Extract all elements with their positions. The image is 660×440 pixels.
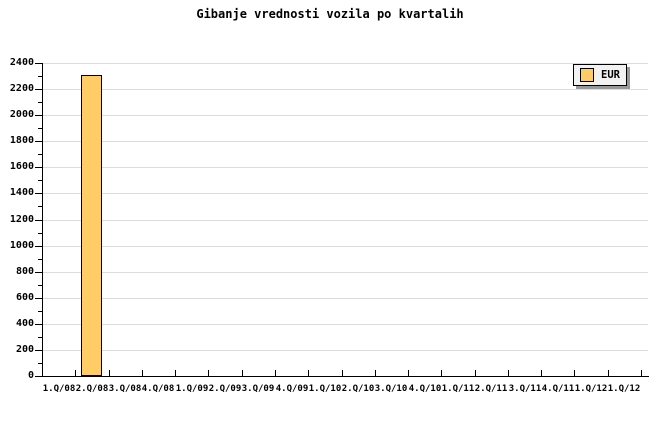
x-tick-label: 4.Q/08	[141, 384, 175, 394]
x-tick	[541, 370, 542, 376]
gridline	[43, 63, 648, 64]
y-minor-tick	[38, 180, 42, 181]
x-tick	[75, 370, 76, 376]
x-tick	[208, 370, 209, 376]
y-minor-tick	[38, 76, 42, 77]
plot-area	[42, 63, 649, 377]
y-tick	[35, 167, 42, 168]
y-tick	[35, 63, 42, 64]
x-tick-label: 2.Q/08	[75, 384, 109, 394]
y-tick	[35, 115, 42, 116]
x-tick	[441, 370, 442, 376]
gridline	[43, 350, 648, 351]
gridline	[43, 272, 648, 273]
x-tick	[508, 370, 509, 376]
y-tick-label: 2200	[9, 83, 34, 94]
y-tick	[35, 298, 42, 299]
x-tick	[308, 370, 309, 376]
x-tick-label: 3.Q/08	[108, 384, 142, 394]
x-tick	[375, 370, 376, 376]
x-tick-label: 1.Q/12	[607, 384, 641, 394]
legend-swatch-icon	[580, 68, 594, 82]
y-tick	[35, 376, 42, 377]
y-tick-label: 1800	[9, 135, 34, 146]
y-minor-tick	[38, 206, 42, 207]
y-tick	[35, 350, 42, 351]
gridline	[43, 246, 648, 247]
x-tick-label: 2.Q/10	[341, 384, 375, 394]
y-tick-label: 200	[15, 344, 34, 355]
x-tick-label: 4.Q/10	[408, 384, 442, 394]
y-minor-tick	[38, 154, 42, 155]
y-tick	[35, 220, 42, 221]
x-tick-label: 1.Q/10	[308, 384, 342, 394]
x-tick	[408, 370, 409, 376]
y-tick-label: 600	[15, 292, 34, 303]
y-minor-tick	[38, 259, 42, 260]
y-tick	[35, 89, 42, 90]
gridline	[43, 220, 648, 221]
legend: EUR	[573, 64, 627, 86]
legend-label: EUR	[601, 69, 620, 81]
x-tick	[142, 370, 143, 376]
x-tick	[342, 370, 343, 376]
gridline	[43, 298, 648, 299]
x-tick-label: 3.Q/09	[241, 384, 275, 394]
x-tick	[641, 370, 642, 376]
y-tick-label: 1600	[9, 161, 34, 172]
y-tick-label: 2400	[9, 57, 34, 68]
x-tick-label: 1.Q/08	[42, 384, 76, 394]
x-tick	[608, 370, 609, 376]
x-tick-label: 1.Q/11	[441, 384, 475, 394]
y-tick	[35, 272, 42, 273]
y-tick	[35, 141, 42, 142]
y-tick-label: 1000	[9, 240, 34, 251]
gridline	[43, 115, 648, 116]
x-tick	[175, 370, 176, 376]
x-tick	[574, 370, 575, 376]
y-tick-label: 1200	[9, 214, 34, 225]
chart-title: Gibanje vrednosti vozila po kvartalih	[196, 7, 464, 21]
x-tick-label: 4.Q/09	[275, 384, 309, 394]
gridline	[43, 141, 648, 142]
gridline	[43, 89, 648, 90]
y-minor-tick	[38, 337, 42, 338]
y-minor-tick	[38, 311, 42, 312]
x-tick-label: 1.Q/09	[175, 384, 209, 394]
y-minor-tick	[38, 128, 42, 129]
y-minor-tick	[38, 102, 42, 103]
x-tick-label: 2.Q/09	[208, 384, 242, 394]
y-tick-label: 2000	[9, 109, 34, 120]
x-tick-label: 1.Q/12	[574, 384, 608, 394]
gridline	[43, 193, 648, 194]
y-tick	[35, 324, 42, 325]
x-tick-label: 4.Q/11	[541, 384, 575, 394]
y-minor-tick	[38, 285, 42, 286]
y-tick-label: 0	[27, 370, 34, 381]
x-tick-label: 3.Q/10	[374, 384, 408, 394]
x-tick	[475, 370, 476, 376]
gridline	[43, 167, 648, 168]
y-tick	[35, 193, 42, 194]
x-tick	[275, 370, 276, 376]
x-tick-label: 3.Q/11	[508, 384, 542, 394]
y-tick-label: 400	[15, 318, 34, 329]
y-minor-tick	[38, 233, 42, 234]
y-tick-label: 1400	[9, 187, 34, 198]
x-tick	[242, 370, 243, 376]
x-tick-label: 2.Q/11	[474, 384, 508, 394]
y-tick-label: 800	[15, 266, 34, 277]
x-tick	[109, 370, 110, 376]
gridline	[43, 324, 648, 325]
y-minor-tick	[38, 363, 42, 364]
y-tick	[35, 246, 42, 247]
bar-eur	[81, 75, 102, 376]
